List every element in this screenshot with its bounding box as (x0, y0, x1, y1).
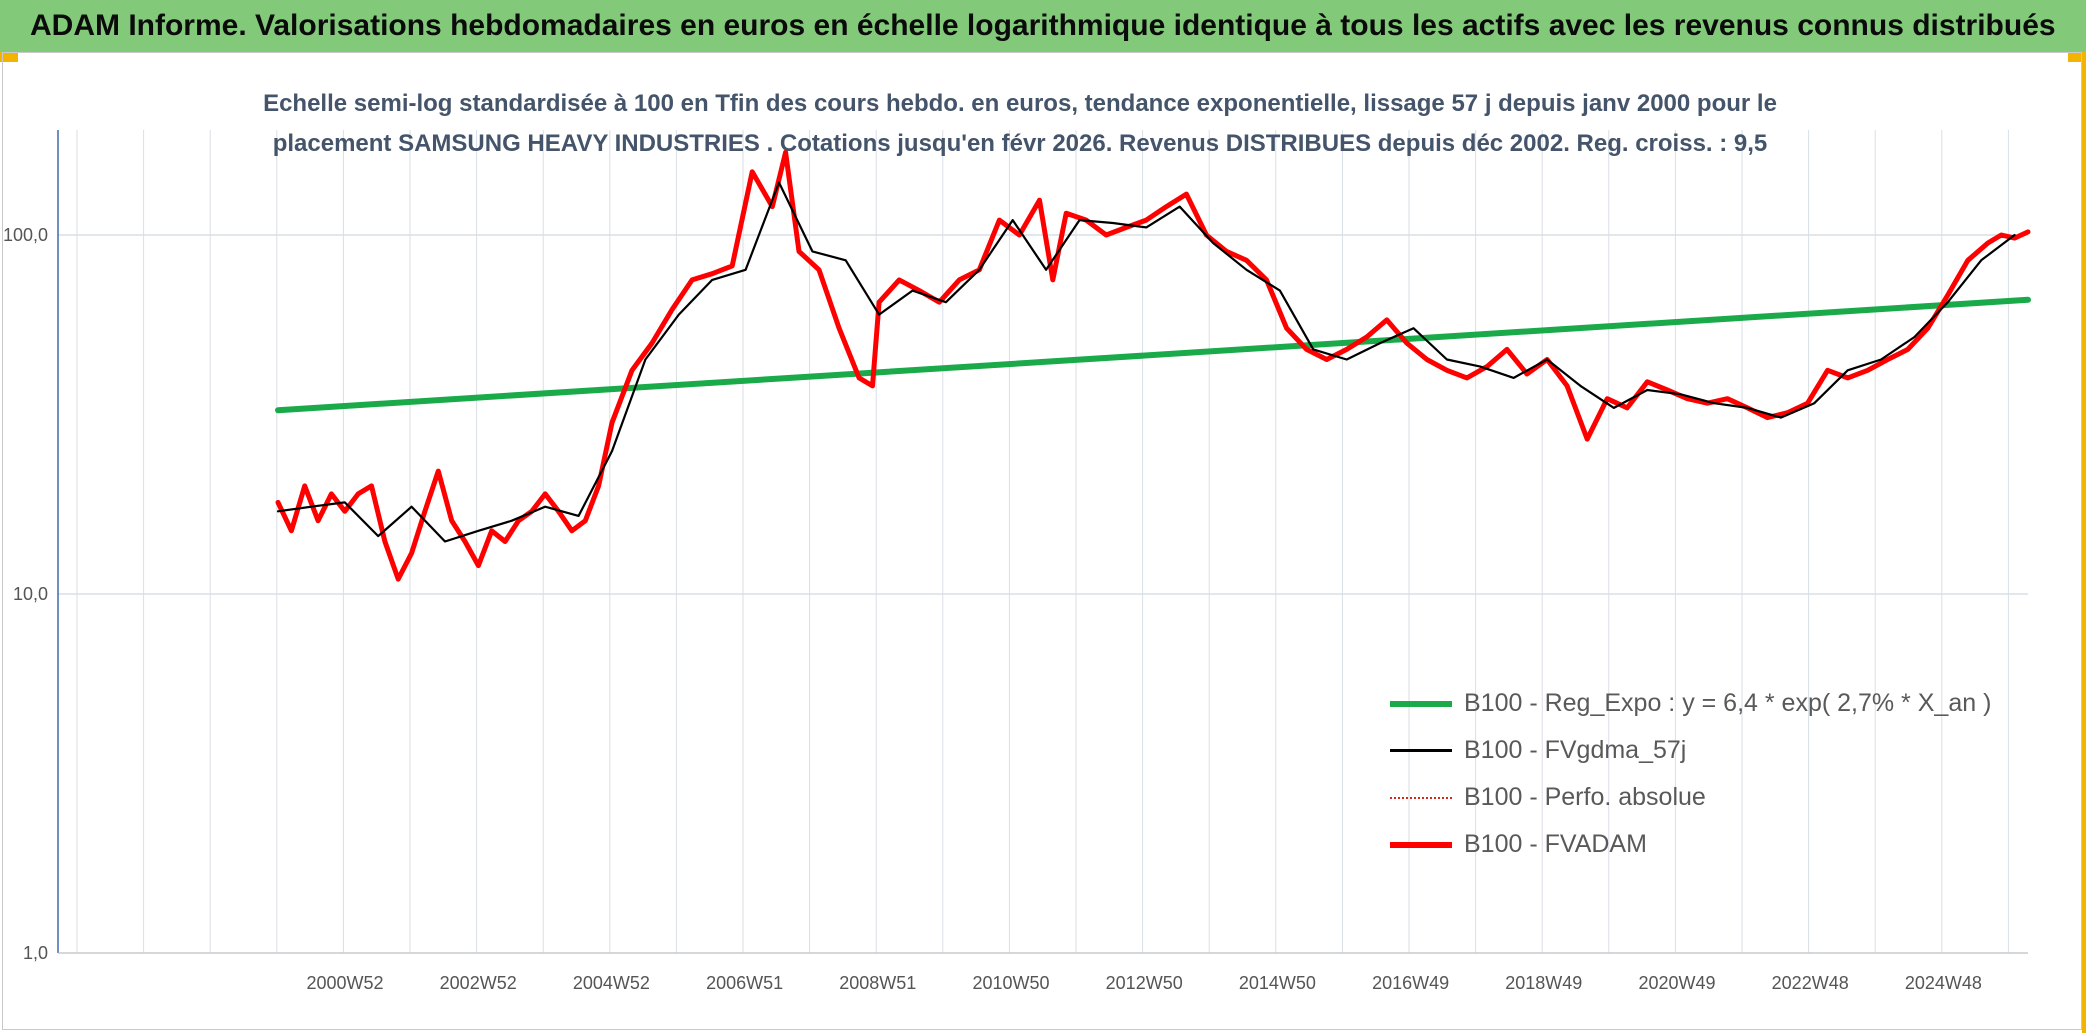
legend-label-fvgdma: B100 - FVgdma_57j (1464, 736, 1687, 764)
legend-item-fvgdma: B100 - FVgdma_57j (1390, 727, 1991, 774)
x-tick-label: 2004W52 (573, 973, 650, 993)
x-tick-label: 2008W51 (839, 973, 916, 993)
tick-labels: 1,0 10,0 100,0 2000W52 2002W52 2004W52 2006W51… (3, 225, 1982, 993)
chart-subtitle-line-2: placement SAMSUNG HEAVY INDUSTRIES . Cot… (272, 130, 1768, 157)
chart-axes (57, 130, 2028, 954)
legend-swatch-reg-expo (1390, 700, 1452, 707)
y-tick-label: 10,0 (13, 584, 48, 604)
legend-item-fvadam: B100 - FVADAM (1390, 821, 1991, 868)
x-tick-label: 2018W49 (1505, 973, 1582, 993)
legend-swatch-fvadam (1390, 841, 1452, 848)
x-tick-label: 2020W49 (1638, 973, 1715, 993)
y-tick-label: 1,0 (23, 943, 48, 963)
chart-subtitle: Echelle semi-log standardisée à 100 en T… (130, 84, 1910, 164)
x-tick-label: 2006W51 (706, 973, 783, 993)
legend-label-fvadam: B100 - FVADAM (1464, 830, 1647, 858)
y-tick-label: 100,0 (3, 225, 48, 245)
chart-subtitle-line-1: Echelle semi-log standardisée à 100 en T… (263, 90, 1777, 117)
series-fvadam-line (275, 149, 2031, 582)
report-title: ADAM Informe. Valorisations hebdomadaire… (30, 9, 2056, 42)
legend-label-perfo: B100 - Perfo. absolue (1464, 783, 1706, 811)
series-fvgdma-line (276, 181, 2016, 543)
report-title-banner: ADAM Informe. Valorisations hebdomadaire… (0, 0, 2086, 52)
legend-label-reg-expo: B100 - Reg_Expo : y = 6,4 * exp( 2,7% * … (1464, 689, 1992, 717)
x-tick-label: 2016W49 (1372, 973, 1449, 993)
corner-marker-right (2068, 52, 2086, 62)
series-reg-expo-line (275, 296, 2031, 414)
legend-swatch-perfo (1390, 796, 1452, 799)
x-tick-label: 2024W48 (1905, 973, 1982, 993)
x-tick-label: 2000W52 (306, 973, 383, 993)
x-tick-label: 2010W50 (972, 973, 1049, 993)
x-tick-label: 2002W52 (440, 973, 517, 993)
legend-item-reg-expo: B100 - Reg_Expo : y = 6,4 * exp( 2,7% * … (1390, 680, 1991, 727)
x-tick-label: 2014W50 (1239, 973, 1316, 993)
chart-series (275, 149, 2031, 582)
corner-marker-left (0, 52, 18, 62)
legend-swatch-fvgdma (1390, 749, 1452, 752)
right-accent-bar (2082, 52, 2086, 1033)
x-tick-label: 2022W48 (1772, 973, 1849, 993)
grid-lines (58, 130, 2028, 954)
legend-item-perfo: B100 - Perfo. absolue (1390, 774, 1991, 821)
x-tick-label: 2012W50 (1106, 973, 1183, 993)
chart-legend: B100 - Reg_Expo : y = 6,4 * exp( 2,7% * … (1390, 680, 1991, 868)
chart-frame (2, 52, 2082, 1030)
